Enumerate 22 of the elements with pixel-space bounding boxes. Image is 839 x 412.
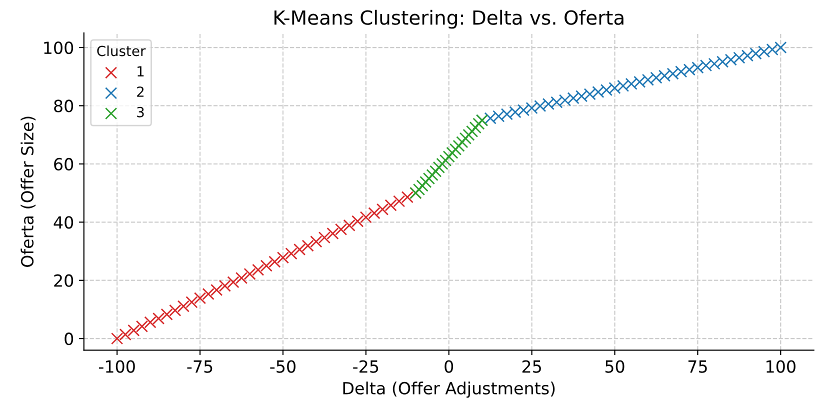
x-tick-label: -50 <box>270 360 296 373</box>
y-tick-label: 80 <box>54 100 74 112</box>
y-axis-title: Oferta (Offer Size) <box>20 116 36 267</box>
y-tick-label: 100 <box>44 41 74 54</box>
x-tick-label: -75 <box>187 360 212 373</box>
y-tick-label: 20 <box>54 274 74 287</box>
y-tick-label: 60 <box>54 158 74 170</box>
x-tick-label: 100 <box>766 360 796 373</box>
x-tick-label: -25 <box>353 360 378 373</box>
x-axis-title: Delta (Offer Adjustments) <box>343 382 555 398</box>
chart-title: K-Means Clustering: Delta vs. Oferta <box>274 10 624 29</box>
y-tick-label: 0 <box>64 332 74 346</box>
x-tick-label: 0 <box>444 360 454 373</box>
x-tick-label: 25 <box>522 360 541 373</box>
legend-label: 1 <box>138 66 144 76</box>
x-tick-label: -100 <box>98 360 135 373</box>
legend-label: 2 <box>137 86 144 97</box>
y-tick-label: 40 <box>54 216 74 229</box>
legend-label: 3 <box>137 106 144 118</box>
x-tick-label: 50 <box>605 360 624 373</box>
x-tick-label: 75 <box>688 360 707 373</box>
legend-title: Cluster <box>97 45 146 56</box>
